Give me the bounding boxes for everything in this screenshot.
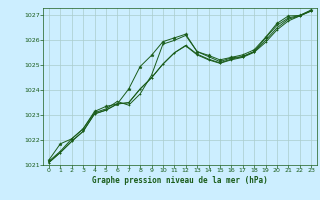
X-axis label: Graphe pression niveau de la mer (hPa): Graphe pression niveau de la mer (hPa) — [92, 176, 268, 185]
